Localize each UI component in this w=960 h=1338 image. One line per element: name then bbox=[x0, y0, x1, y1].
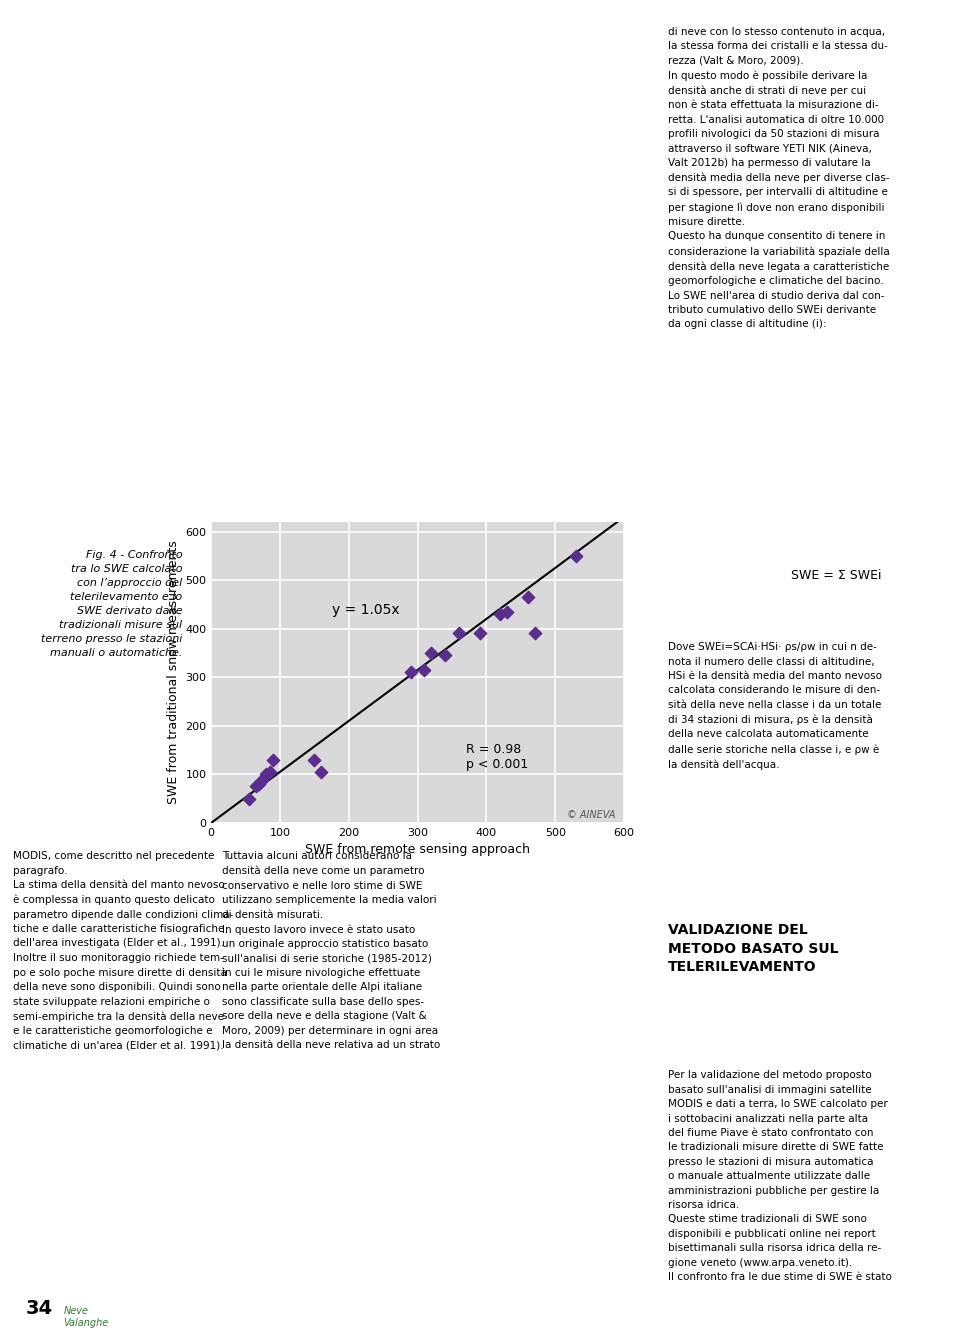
Text: Dove SWEi=SCAi·HSi· ρs/ρw in cui n de-
nota il numero delle classi di altitudine: Dove SWEi=SCAi·HSi· ρs/ρw in cui n de- n… bbox=[668, 642, 882, 769]
Point bbox=[249, 776, 264, 797]
Point bbox=[451, 622, 467, 644]
Text: di neve con lo stesso contenuto in acqua,
la stessa forma dei cristalli e la ste: di neve con lo stesso contenuto in acqua… bbox=[668, 27, 890, 329]
Text: © AINEVA: © AINEVA bbox=[567, 809, 615, 820]
Text: R = 0.98
p < 0.001: R = 0.98 p < 0.001 bbox=[466, 743, 528, 771]
Point bbox=[262, 761, 277, 783]
Point bbox=[527, 622, 542, 644]
Text: Tuttavia alcuni autori considerano la
densità della neve come un parametro
conse: Tuttavia alcuni autori considerano la de… bbox=[222, 851, 440, 1050]
Y-axis label: SWE from traditional snow measurements: SWE from traditional snow measurements bbox=[167, 541, 180, 804]
Text: Per la validazione del metodo proposto
basato sull'analisi di immagini satellite: Per la validazione del metodo proposto b… bbox=[668, 1070, 892, 1282]
Text: SWE = Σ SWEi: SWE = Σ SWEi bbox=[791, 569, 881, 582]
Text: VALIDAZIONE DEL
METODO BASATO SUL
TELERILEVAMENTO: VALIDAZIONE DEL METODO BASATO SUL TELERI… bbox=[668, 923, 839, 974]
Point bbox=[423, 642, 439, 664]
Text: 34: 34 bbox=[25, 1299, 53, 1318]
Point bbox=[568, 545, 584, 566]
Text: MODIS, come descritto nel precedente
paragrafo.
La stima della densità del manto: MODIS, come descritto nel precedente par… bbox=[12, 851, 233, 1050]
Point bbox=[438, 645, 453, 666]
Text: Neve
Valanghe: Neve Valanghe bbox=[63, 1306, 108, 1327]
Point bbox=[472, 622, 488, 644]
Text: Fig. 4 - Confronto
tra lo SWE calcolato
con l’approccio del
telerilevamento e lo: Fig. 4 - Confronto tra lo SWE calcolato … bbox=[41, 550, 182, 658]
Point bbox=[520, 586, 536, 607]
Point bbox=[265, 749, 280, 771]
Point bbox=[255, 768, 271, 789]
Point bbox=[306, 749, 322, 771]
Point bbox=[252, 773, 267, 795]
X-axis label: SWE from remote sensing approach: SWE from remote sensing approach bbox=[305, 843, 530, 856]
Point bbox=[499, 601, 515, 622]
Point bbox=[417, 660, 432, 681]
Point bbox=[241, 788, 256, 809]
Point bbox=[403, 662, 419, 682]
Point bbox=[258, 764, 274, 785]
Point bbox=[492, 603, 508, 625]
Point bbox=[314, 761, 329, 783]
Text: y = 1.05x: y = 1.05x bbox=[331, 603, 399, 617]
